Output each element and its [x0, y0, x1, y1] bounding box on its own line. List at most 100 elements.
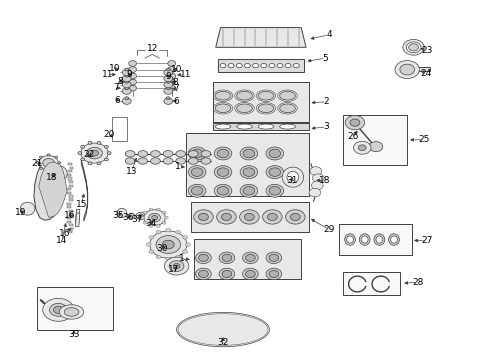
- Ellipse shape: [64, 308, 79, 316]
- FancyBboxPatch shape: [70, 167, 74, 169]
- Circle shape: [166, 87, 170, 90]
- Circle shape: [240, 184, 258, 197]
- Circle shape: [219, 268, 235, 280]
- Circle shape: [240, 147, 258, 160]
- FancyBboxPatch shape: [68, 231, 72, 233]
- Circle shape: [169, 261, 184, 271]
- FancyBboxPatch shape: [68, 177, 72, 180]
- FancyBboxPatch shape: [67, 188, 71, 190]
- Circle shape: [358, 145, 366, 150]
- Circle shape: [122, 75, 131, 82]
- Ellipse shape: [215, 124, 231, 129]
- Circle shape: [40, 167, 43, 170]
- Polygon shape: [75, 213, 80, 226]
- Text: 35: 35: [112, 211, 123, 220]
- Ellipse shape: [176, 150, 186, 157]
- Circle shape: [220, 63, 226, 68]
- Text: 37: 37: [132, 215, 143, 224]
- Circle shape: [47, 154, 50, 156]
- Text: 20: 20: [103, 130, 115, 139]
- FancyBboxPatch shape: [339, 224, 412, 255]
- Circle shape: [81, 145, 85, 148]
- Ellipse shape: [258, 104, 274, 113]
- Polygon shape: [39, 162, 67, 217]
- Circle shape: [149, 250, 154, 253]
- Circle shape: [87, 147, 102, 159]
- Text: 11: 11: [101, 70, 113, 79]
- Ellipse shape: [150, 150, 160, 157]
- Circle shape: [166, 80, 170, 83]
- Circle shape: [175, 255, 180, 259]
- Text: 1: 1: [175, 162, 181, 171]
- Circle shape: [263, 210, 282, 224]
- Circle shape: [261, 63, 267, 68]
- Circle shape: [39, 156, 58, 170]
- FancyBboxPatch shape: [417, 67, 430, 71]
- Circle shape: [403, 40, 424, 55]
- Circle shape: [162, 211, 166, 214]
- Circle shape: [198, 213, 208, 221]
- Text: 3: 3: [324, 122, 329, 131]
- Ellipse shape: [176, 312, 270, 347]
- Text: 8: 8: [173, 78, 178, 87]
- Circle shape: [243, 268, 258, 280]
- Ellipse shape: [138, 158, 147, 164]
- Circle shape: [198, 270, 208, 278]
- Circle shape: [400, 64, 415, 75]
- Text: 7: 7: [114, 83, 120, 92]
- Text: 26: 26: [348, 132, 359, 141]
- Circle shape: [291, 213, 300, 221]
- Circle shape: [104, 145, 108, 148]
- Circle shape: [310, 167, 322, 175]
- Circle shape: [91, 150, 98, 156]
- Circle shape: [166, 228, 171, 232]
- Circle shape: [188, 166, 206, 179]
- Circle shape: [125, 68, 129, 71]
- Circle shape: [345, 116, 365, 130]
- Circle shape: [58, 162, 61, 164]
- Circle shape: [88, 162, 92, 165]
- Text: 6: 6: [174, 96, 179, 105]
- Circle shape: [149, 224, 153, 227]
- Circle shape: [266, 166, 284, 179]
- Circle shape: [269, 149, 281, 158]
- FancyBboxPatch shape: [191, 202, 309, 232]
- Circle shape: [240, 210, 259, 224]
- Text: 16: 16: [58, 229, 70, 238]
- Ellipse shape: [282, 167, 304, 187]
- Ellipse shape: [53, 169, 63, 178]
- Ellipse shape: [346, 236, 353, 243]
- FancyBboxPatch shape: [67, 221, 71, 223]
- Circle shape: [269, 186, 281, 195]
- Circle shape: [222, 270, 232, 278]
- Text: 36: 36: [122, 213, 133, 222]
- Ellipse shape: [215, 104, 231, 113]
- Ellipse shape: [237, 104, 252, 113]
- Text: 1: 1: [179, 255, 185, 264]
- Ellipse shape: [361, 236, 368, 243]
- Text: 18: 18: [46, 173, 58, 182]
- Ellipse shape: [237, 124, 252, 129]
- Circle shape: [125, 87, 129, 90]
- Text: 6: 6: [114, 95, 120, 104]
- Text: 2: 2: [324, 97, 329, 106]
- Circle shape: [245, 254, 255, 261]
- Text: 30: 30: [156, 244, 168, 253]
- FancyBboxPatch shape: [343, 272, 400, 296]
- FancyBboxPatch shape: [37, 287, 113, 330]
- Circle shape: [107, 152, 111, 154]
- Circle shape: [43, 158, 54, 167]
- Circle shape: [40, 156, 43, 158]
- FancyBboxPatch shape: [213, 82, 309, 122]
- Circle shape: [166, 68, 170, 71]
- Circle shape: [156, 255, 161, 259]
- FancyBboxPatch shape: [69, 195, 73, 198]
- Circle shape: [43, 298, 74, 321]
- Circle shape: [49, 303, 67, 316]
- Circle shape: [196, 252, 211, 264]
- Circle shape: [214, 184, 232, 197]
- Circle shape: [269, 270, 279, 278]
- Circle shape: [166, 257, 171, 261]
- Circle shape: [240, 166, 258, 179]
- Circle shape: [350, 119, 360, 126]
